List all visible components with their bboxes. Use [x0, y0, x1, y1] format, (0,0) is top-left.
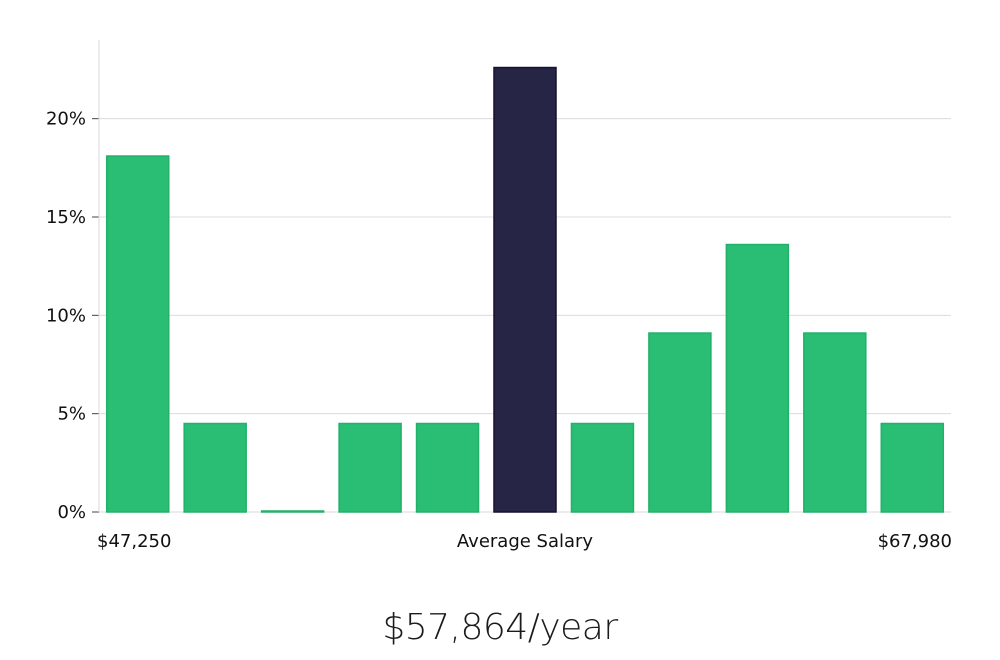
- y-tick-label: 10%: [46, 305, 86, 326]
- bars: [105, 66, 945, 513]
- histogram-bar: [415, 422, 480, 513]
- histogram-bar: [725, 243, 790, 513]
- x-min-label: $47,250: [97, 531, 171, 552]
- y-tick-label: 0%: [57, 502, 86, 523]
- histogram-bar-highlighted: [493, 66, 557, 513]
- x-axis-title: Average Salary: [457, 531, 594, 552]
- histogram-bar: [570, 422, 635, 513]
- histogram-bar: [803, 332, 867, 513]
- y-tick-label: 5%: [57, 404, 86, 425]
- histogram-bar: [105, 155, 170, 513]
- histogram-bar: [880, 422, 945, 513]
- x-max-label: $67,980: [878, 531, 952, 552]
- histogram-bar: [338, 422, 402, 513]
- y-tick-labels: 0% 5% 10% 15% 20%: [46, 109, 86, 523]
- histogram-bar: [183, 422, 247, 513]
- histogram-bar: [648, 332, 712, 513]
- histogram-bar: [260, 510, 325, 513]
- y-tick-label: 15%: [46, 207, 86, 228]
- average-salary-value: $57,864/year: [382, 607, 618, 648]
- y-tick-label: 20%: [46, 109, 86, 130]
- salary-histogram: 0% 5% 10% 15% 20% $47,250 Average Salary $67…: [46, 40, 952, 552]
